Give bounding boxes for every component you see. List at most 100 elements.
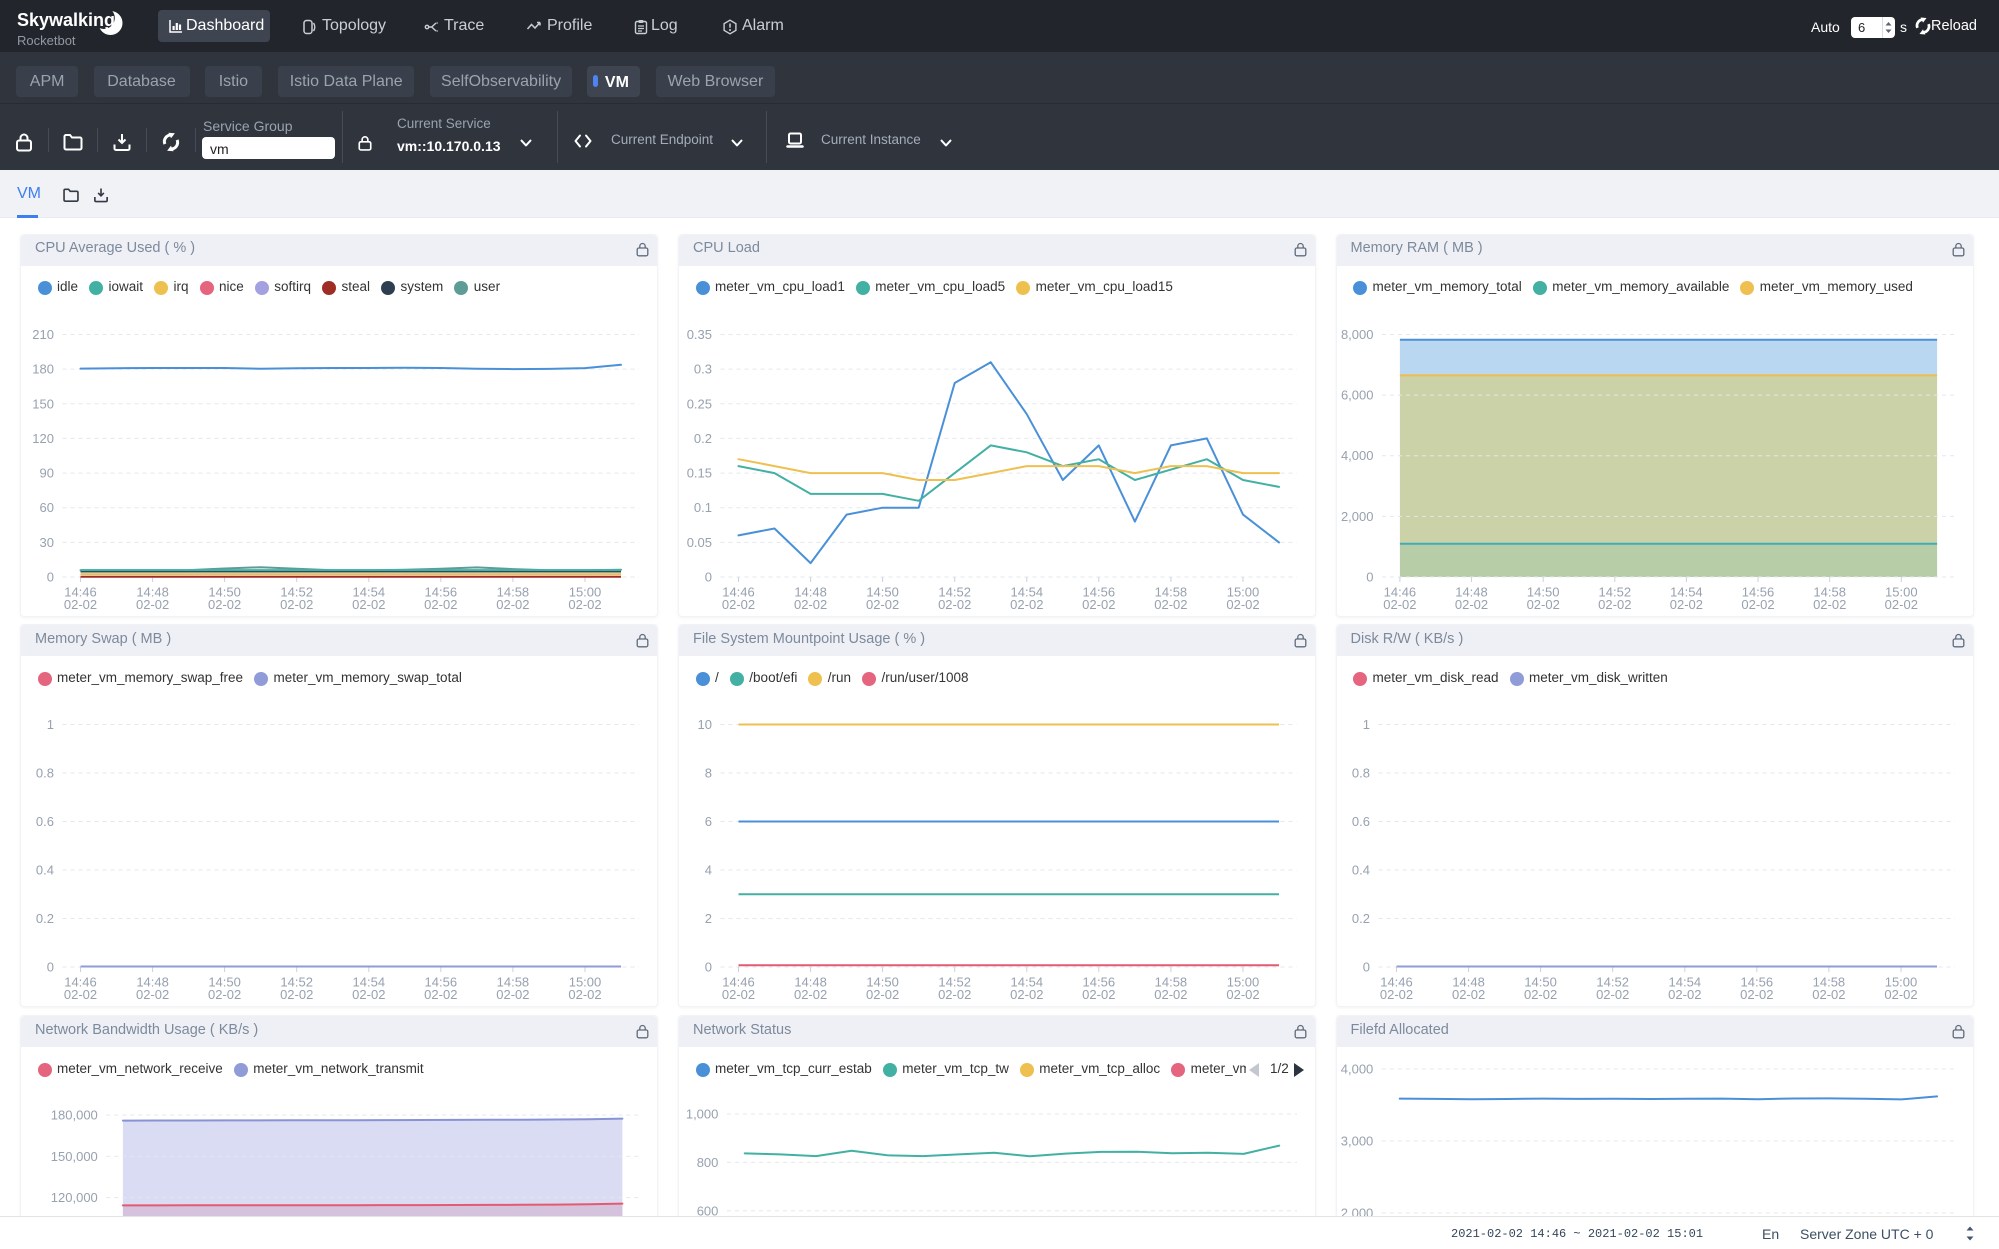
svg-text:0: 0 <box>47 960 54 975</box>
svg-text:14:50: 14:50 <box>1526 584 1559 599</box>
svg-text:02-02: 02-02 <box>1082 597 1115 612</box>
svg-text:02-02: 02-02 <box>136 987 169 1002</box>
svg-text:0.35: 0.35 <box>687 327 712 342</box>
svg-text:0.2: 0.2 <box>1351 911 1369 926</box>
svg-text:1,000: 1,000 <box>686 1107 719 1122</box>
svg-text:0.15: 0.15 <box>687 465 712 480</box>
svg-text:14:56: 14:56 <box>425 975 458 990</box>
svg-text:02-02: 02-02 <box>722 597 755 612</box>
svg-text:15:00: 15:00 <box>569 975 602 990</box>
svg-text:14:56: 14:56 <box>1083 975 1116 990</box>
svg-text:0.4: 0.4 <box>36 863 54 878</box>
svg-text:02-02: 02-02 <box>424 987 457 1002</box>
svg-text:02-02: 02-02 <box>794 987 827 1002</box>
svg-text:14:56: 14:56 <box>425 584 458 599</box>
svg-text:14:48: 14:48 <box>136 584 169 599</box>
svg-text:02-02: 02-02 <box>568 987 601 1002</box>
svg-text:8,000: 8,000 <box>1340 327 1373 342</box>
svg-text:14:48: 14:48 <box>794 584 827 599</box>
svg-text:14:56: 14:56 <box>1740 975 1773 990</box>
svg-text:02-02: 02-02 <box>1010 987 1043 1002</box>
svg-text:02-02: 02-02 <box>280 597 313 612</box>
svg-text:02-02: 02-02 <box>136 597 169 612</box>
svg-text:4: 4 <box>705 863 712 878</box>
svg-text:6,000: 6,000 <box>1340 387 1373 402</box>
svg-text:90: 90 <box>40 465 54 480</box>
svg-text:15:00: 15:00 <box>1227 975 1260 990</box>
svg-text:14:54: 14:54 <box>1670 584 1703 599</box>
svg-text:14:52: 14:52 <box>1598 584 1631 599</box>
svg-text:180: 180 <box>32 361 54 376</box>
svg-text:02-02: 02-02 <box>1526 597 1559 612</box>
svg-text:02-02: 02-02 <box>1669 597 1702 612</box>
svg-text:14:54: 14:54 <box>1668 975 1701 990</box>
svg-text:02-02: 02-02 <box>1523 987 1556 1002</box>
svg-text:02-02: 02-02 <box>1154 597 1187 612</box>
svg-text:02-02: 02-02 <box>1812 987 1845 1002</box>
svg-text:15:00: 15:00 <box>1885 584 1918 599</box>
svg-text:02-02: 02-02 <box>424 597 457 612</box>
svg-text:02-02: 02-02 <box>938 987 971 1002</box>
svg-text:800: 800 <box>697 1155 719 1170</box>
svg-text:14:58: 14:58 <box>1155 975 1188 990</box>
svg-text:30: 30 <box>40 534 54 549</box>
svg-text:0: 0 <box>1362 960 1369 975</box>
svg-text:14:48: 14:48 <box>794 975 827 990</box>
svg-text:14:50: 14:50 <box>866 975 899 990</box>
svg-text:14:50: 14:50 <box>208 975 241 990</box>
svg-text:0.2: 0.2 <box>694 430 712 445</box>
svg-text:02-02: 02-02 <box>1596 987 1629 1002</box>
svg-text:14:52: 14:52 <box>938 975 971 990</box>
svg-text:14:56: 14:56 <box>1083 584 1116 599</box>
svg-text:14:50: 14:50 <box>1524 975 1557 990</box>
svg-text:14:52: 14:52 <box>280 975 313 990</box>
svg-text:02-02: 02-02 <box>1740 987 1773 1002</box>
svg-text:0.25: 0.25 <box>687 396 712 411</box>
svg-text:14:48: 14:48 <box>136 975 169 990</box>
svg-text:02-02: 02-02 <box>352 987 385 1002</box>
svg-text:02-02: 02-02 <box>496 597 529 612</box>
svg-text:14:50: 14:50 <box>866 584 899 599</box>
svg-text:02-02: 02-02 <box>938 597 971 612</box>
svg-text:14:56: 14:56 <box>1741 584 1774 599</box>
svg-text:3,000: 3,000 <box>1340 1134 1373 1149</box>
svg-text:02-02: 02-02 <box>568 597 601 612</box>
svg-text:600: 600 <box>697 1204 719 1219</box>
svg-text:0: 0 <box>705 960 712 975</box>
svg-text:14:46: 14:46 <box>64 584 97 599</box>
svg-text:14:54: 14:54 <box>1011 975 1044 990</box>
svg-text:02-02: 02-02 <box>1010 597 1043 612</box>
svg-text:2: 2 <box>705 911 712 926</box>
svg-text:14:52: 14:52 <box>1596 975 1629 990</box>
svg-text:14:52: 14:52 <box>938 584 971 599</box>
svg-text:150,000: 150,000 <box>51 1149 98 1164</box>
svg-text:02-02: 02-02 <box>1454 597 1487 612</box>
svg-text:120: 120 <box>32 430 54 445</box>
svg-text:14:46: 14:46 <box>1380 975 1413 990</box>
svg-text:14:48: 14:48 <box>1452 975 1485 990</box>
svg-text:02-02: 02-02 <box>794 597 827 612</box>
svg-text:14:58: 14:58 <box>497 975 530 990</box>
svg-text:2,000: 2,000 <box>1340 508 1373 523</box>
svg-text:14:52: 14:52 <box>280 584 313 599</box>
svg-text:0.8: 0.8 <box>1351 766 1369 781</box>
svg-text:120,000: 120,000 <box>51 1190 98 1205</box>
svg-text:02-02: 02-02 <box>866 597 899 612</box>
svg-text:14:48: 14:48 <box>1455 584 1488 599</box>
svg-text:14:46: 14:46 <box>1383 584 1416 599</box>
svg-text:14:46: 14:46 <box>722 975 755 990</box>
svg-text:02-02: 02-02 <box>866 987 899 1002</box>
svg-text:02-02: 02-02 <box>1226 987 1259 1002</box>
svg-text:02-02: 02-02 <box>208 987 241 1002</box>
svg-text:02-02: 02-02 <box>1813 597 1846 612</box>
svg-text:15:00: 15:00 <box>1227 584 1260 599</box>
svg-text:02-02: 02-02 <box>1598 597 1631 612</box>
svg-text:02-02: 02-02 <box>352 597 385 612</box>
svg-text:02-02: 02-02 <box>496 987 529 1002</box>
svg-text:0.8: 0.8 <box>36 766 54 781</box>
svg-text:02-02: 02-02 <box>280 987 313 1002</box>
svg-text:14:46: 14:46 <box>64 975 97 990</box>
svg-text:14:50: 14:50 <box>208 584 241 599</box>
svg-text:1: 1 <box>47 717 54 732</box>
svg-text:0.2: 0.2 <box>36 911 54 926</box>
